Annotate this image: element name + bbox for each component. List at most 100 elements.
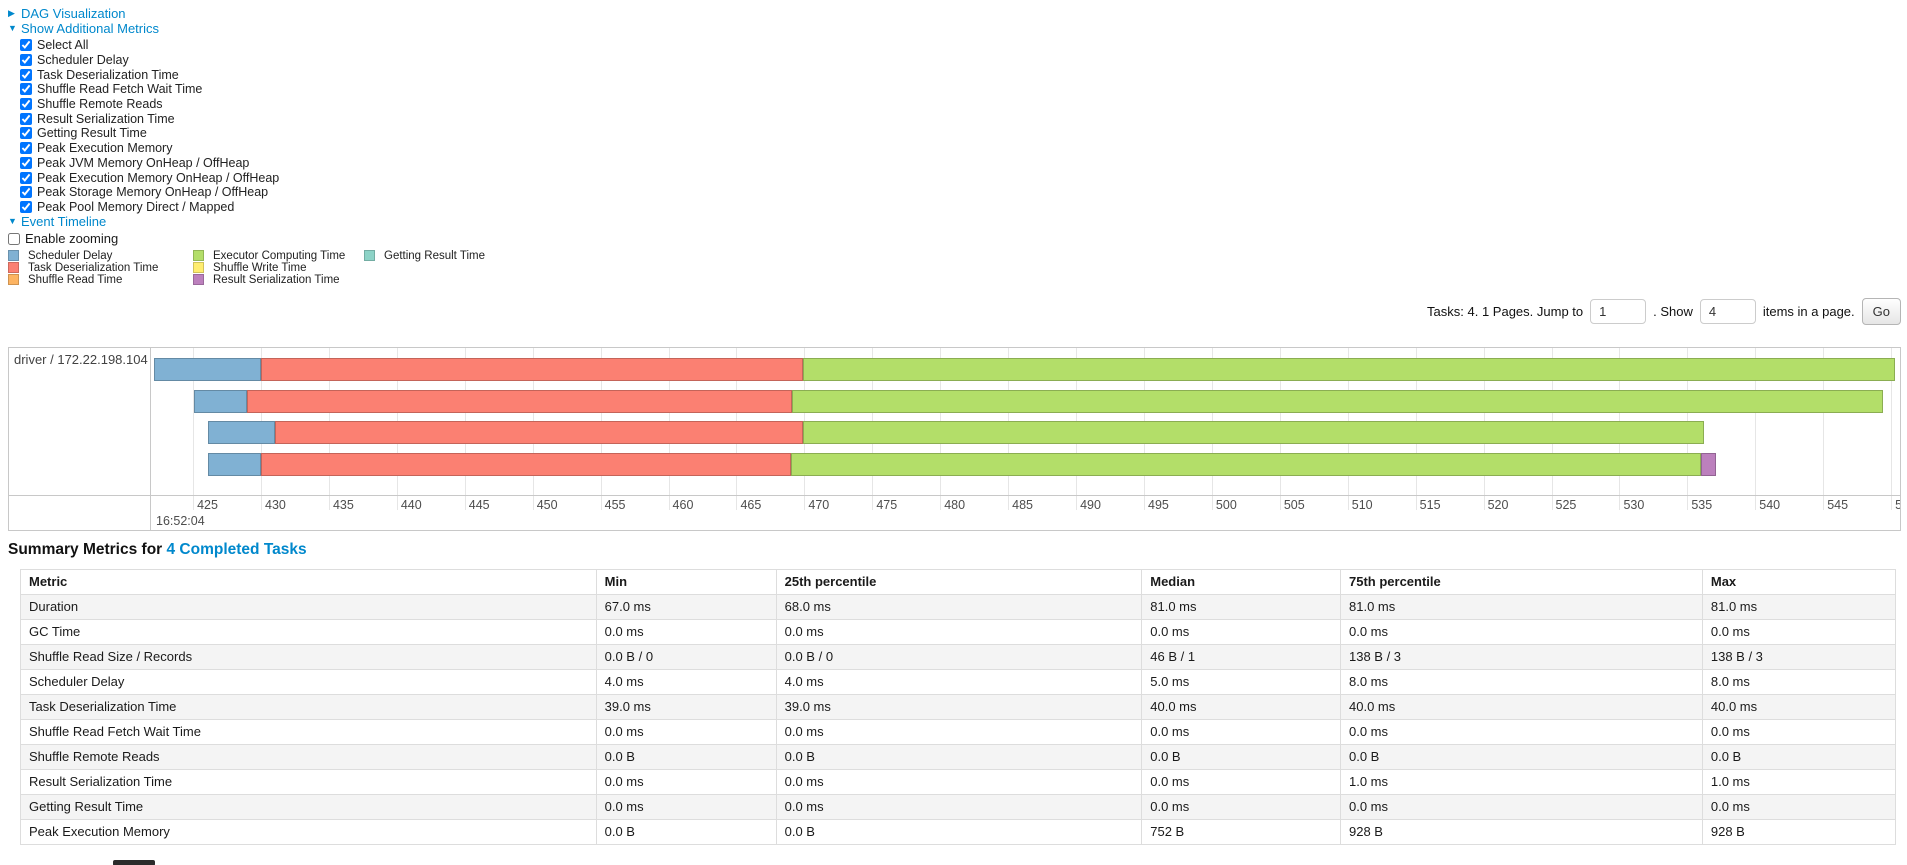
metric-checkbox[interactable] bbox=[20, 83, 32, 96]
expanded-arrow-icon: ▼ bbox=[8, 23, 17, 33]
task-bar-segment bbox=[194, 390, 248, 413]
task-bar-segment bbox=[803, 421, 1704, 444]
timeline-tick bbox=[261, 496, 263, 510]
metric-name-cell: Duration bbox=[20, 594, 597, 620]
table-row: Result Serialization Time 0.0 ms 0.0 ms 0.0… bbox=[20, 769, 1897, 795]
metric-name-cell: Scheduler Delay bbox=[20, 669, 597, 695]
timeline-tick bbox=[1823, 496, 1825, 510]
metric-value-cell: 0.0 ms bbox=[1141, 619, 1341, 645]
table-row: Shuffle Remote Reads 0.0 B 0.0 B 0.0 B 0.0 B… bbox=[20, 744, 1897, 770]
show-additional-metrics-link[interactable]: Show Additional Metrics bbox=[21, 21, 160, 36]
metric-checkbox-label: Shuffle Remote Reads bbox=[37, 97, 163, 112]
metric-name-cell: Shuffle Read Size / Records bbox=[20, 644, 597, 670]
dag-visualization-link[interactable]: DAG Visualization bbox=[21, 6, 126, 21]
metric-value-cell: 46 B / 1 bbox=[1141, 644, 1341, 670]
metric-name-cell: Result Serialization Time bbox=[20, 769, 597, 795]
timeline-tick bbox=[1144, 496, 1145, 510]
task-bar-segment bbox=[208, 421, 275, 444]
task-bar-segment bbox=[153, 358, 262, 381]
completed-tasks-link[interactable]: 4 Completed Tasks bbox=[166, 541, 307, 558]
timeline-tick bbox=[736, 496, 738, 510]
metric-checkbox-label: Task Deserialization Time bbox=[37, 67, 179, 82]
metric-value-cell: 0.0 B / 0 bbox=[595, 644, 777, 670]
timeline-gridline bbox=[1823, 348, 1825, 495]
metric-checkbox[interactable] bbox=[20, 200, 32, 213]
metric-value-cell: 0.0 ms bbox=[1340, 719, 1703, 745]
metric-checkbox[interactable] bbox=[20, 68, 32, 81]
table-header-row: Metric Min 25th percentile Median 75th perce… bbox=[20, 569, 1897, 595]
show-text: . Show bbox=[1653, 303, 1693, 319]
jump-to-page-input[interactable] bbox=[1590, 298, 1647, 324]
metric-checkbox[interactable] bbox=[20, 156, 32, 169]
legend-label: Executor Computing Time bbox=[213, 249, 346, 262]
event-timeline-link[interactable]: Event Timeline bbox=[21, 214, 107, 230]
task-bar-segment bbox=[790, 453, 1701, 476]
timeline-tick bbox=[1008, 496, 1010, 510]
metric-value-cell: 0.0 B bbox=[595, 819, 777, 845]
metric-value-cell: 0.0 ms bbox=[1141, 769, 1341, 795]
metric-checkbox[interactable] bbox=[20, 171, 32, 184]
metric-checkbox[interactable] bbox=[20, 112, 32, 125]
metric-value-cell: 0.0 B bbox=[1701, 744, 1897, 770]
legend-item: Result Serialization Time bbox=[193, 274, 364, 286]
legend-item: Getting Result Time bbox=[364, 250, 485, 262]
enable-zooming-checkbox[interactable] bbox=[8, 232, 20, 245]
table-row: GC Time 0.0 ms 0.0 ms 0.0 ms 0.0 ms 0.0 ms bbox=[20, 619, 1897, 645]
metric-checkbox[interactable] bbox=[20, 54, 32, 67]
metric-option: Peak Execution Memory bbox=[20, 141, 279, 156]
metric-value-cell: 40.0 ms bbox=[1141, 694, 1341, 720]
metric-value-cell: 81.0 ms bbox=[1701, 594, 1897, 620]
metric-checkbox[interactable] bbox=[20, 39, 32, 52]
dag-visualization-toggle[interactable]: ▶ DAG Visualization bbox=[8, 6, 279, 21]
metric-value-cell: 0.0 B bbox=[775, 819, 1143, 845]
items-in-page-text: items in a page. bbox=[1762, 303, 1855, 319]
legend-swatch-icon bbox=[8, 262, 19, 274]
go-button[interactable]: Go bbox=[1861, 297, 1901, 325]
metric-value-cell: 0.0 ms bbox=[595, 794, 777, 820]
table-column-header: Median bbox=[1141, 569, 1341, 595]
legend-item: Executor Computing Time bbox=[193, 250, 364, 262]
timeline-tick-label: 545 bbox=[1827, 498, 1849, 512]
metric-checkbox-label: Peak Pool Memory Direct / Mapped bbox=[37, 199, 235, 214]
timeline-tick bbox=[1619, 496, 1621, 510]
items-per-page-input[interactable] bbox=[1699, 298, 1756, 324]
table-column-header: Max bbox=[1701, 569, 1897, 595]
legend-item: Task Deserialization Time bbox=[8, 262, 193, 274]
metric-name-cell: Task Deserialization Time bbox=[20, 694, 597, 720]
task-bar-segment bbox=[803, 358, 1896, 381]
metric-name-cell: Peak Execution Memory bbox=[20, 819, 597, 845]
metric-option: Getting Result Time bbox=[20, 126, 279, 141]
metric-option: Shuffle Read Fetch Wait Time bbox=[20, 82, 279, 97]
metric-checkbox[interactable] bbox=[20, 142, 32, 155]
legend-item: Shuffle Read Time bbox=[8, 274, 193, 286]
enable-zooming-row: Enable zooming bbox=[8, 231, 279, 246]
timeline-tick-label: 490 bbox=[1080, 498, 1101, 512]
metric-checkbox[interactable] bbox=[20, 98, 32, 111]
metric-value-cell: 40.0 ms bbox=[1701, 694, 1897, 720]
table-row: Task Deserialization Time 39.0 ms 39.0 ms 4… bbox=[20, 694, 1897, 720]
metric-option: Peak Execution Memory OnHeap / OffHeap bbox=[20, 170, 279, 185]
metric-option: Scheduler Delay bbox=[20, 53, 279, 68]
timeline-tick-label: 430 bbox=[265, 498, 286, 512]
metric-value-cell: 68.0 ms bbox=[775, 594, 1143, 620]
timeline-tick-label: 505 bbox=[1283, 498, 1305, 512]
timeline-tick bbox=[1755, 496, 1757, 510]
metric-checkbox[interactable] bbox=[20, 186, 32, 199]
metric-name-cell: Shuffle Read Fetch Wait Time bbox=[20, 719, 597, 745]
metric-value-cell: 0.0 ms bbox=[775, 619, 1143, 645]
timeline-axis-line bbox=[9, 495, 1900, 496]
metric-value-cell: 1.0 ms bbox=[1340, 769, 1703, 795]
show-additional-metrics-toggle[interactable]: ▼ Show Additional Metrics bbox=[8, 21, 279, 36]
stage-controls: ▶ DAG Visualization ▼ Show Additional Me… bbox=[8, 6, 279, 246]
metric-value-cell: 0.0 B bbox=[775, 744, 1143, 770]
timeline-tick-label: 520 bbox=[1487, 498, 1509, 512]
timeline-tick bbox=[872, 496, 874, 510]
metric-checkbox[interactable] bbox=[20, 127, 32, 140]
timeline-tick-label: 535 bbox=[1691, 498, 1713, 512]
timeline-group-label: driver / 172.22.198.104 bbox=[14, 352, 148, 367]
task-bar-segment bbox=[1700, 453, 1716, 476]
legend-swatch-icon bbox=[193, 273, 204, 285]
event-timeline-toggle[interactable]: ▼ Event Timeline bbox=[8, 214, 279, 229]
metric-value-cell: 0.0 ms bbox=[595, 769, 777, 795]
metric-value-cell: 8.0 ms bbox=[1340, 669, 1703, 695]
